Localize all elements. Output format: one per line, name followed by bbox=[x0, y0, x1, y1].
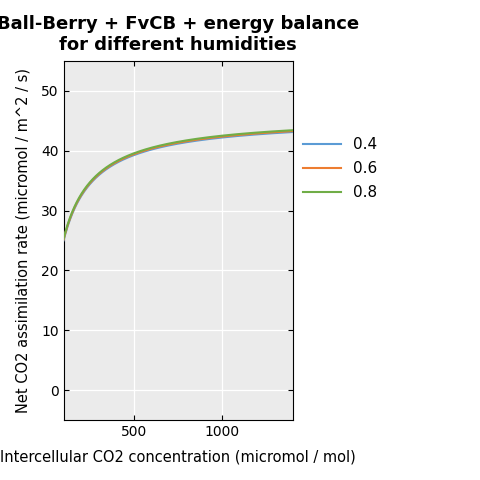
0.8 bbox=[151, 144, 157, 150]
Line: 0.8: 0.8 bbox=[63, 130, 293, 239]
0.4 bbox=[226, 134, 232, 140]
Legend: 0.4, 0.6, 0.8: 0.4, 0.6, 0.8 bbox=[302, 137, 377, 200]
0.8 bbox=[135, 149, 141, 155]
0.6 bbox=[135, 150, 141, 156]
0.4 bbox=[60, 238, 66, 243]
0.6 bbox=[227, 133, 233, 139]
0.8 bbox=[60, 236, 66, 241]
0.8 bbox=[290, 127, 296, 133]
Line: 0.6: 0.6 bbox=[63, 131, 293, 240]
0.4 bbox=[205, 136, 211, 142]
0.8 bbox=[88, 178, 94, 184]
0.6 bbox=[226, 133, 232, 139]
X-axis label: Intercellular CO2 concentration (micromol / mol): Intercellular CO2 concentration (micromo… bbox=[0, 450, 356, 465]
0.4 bbox=[135, 151, 141, 156]
0.4 bbox=[88, 180, 94, 186]
Title: Ball-Berry + FvCB + energy balance
for different humidities: Ball-Berry + FvCB + energy balance for d… bbox=[0, 15, 359, 54]
0.6 bbox=[151, 145, 157, 151]
0.8 bbox=[227, 132, 233, 138]
0.6 bbox=[88, 179, 94, 185]
0.6 bbox=[205, 135, 211, 141]
Y-axis label: Net CO2 assimilation rate (micromol / m^2 / s): Net CO2 assimilation rate (micromol / m^… bbox=[15, 68, 30, 413]
0.8 bbox=[226, 132, 232, 138]
0.4 bbox=[227, 134, 233, 140]
0.6 bbox=[290, 128, 296, 134]
0.4 bbox=[151, 146, 157, 152]
Line: 0.4: 0.4 bbox=[63, 132, 293, 240]
0.4 bbox=[290, 129, 296, 135]
0.8 bbox=[205, 134, 211, 140]
0.6 bbox=[60, 237, 66, 242]
